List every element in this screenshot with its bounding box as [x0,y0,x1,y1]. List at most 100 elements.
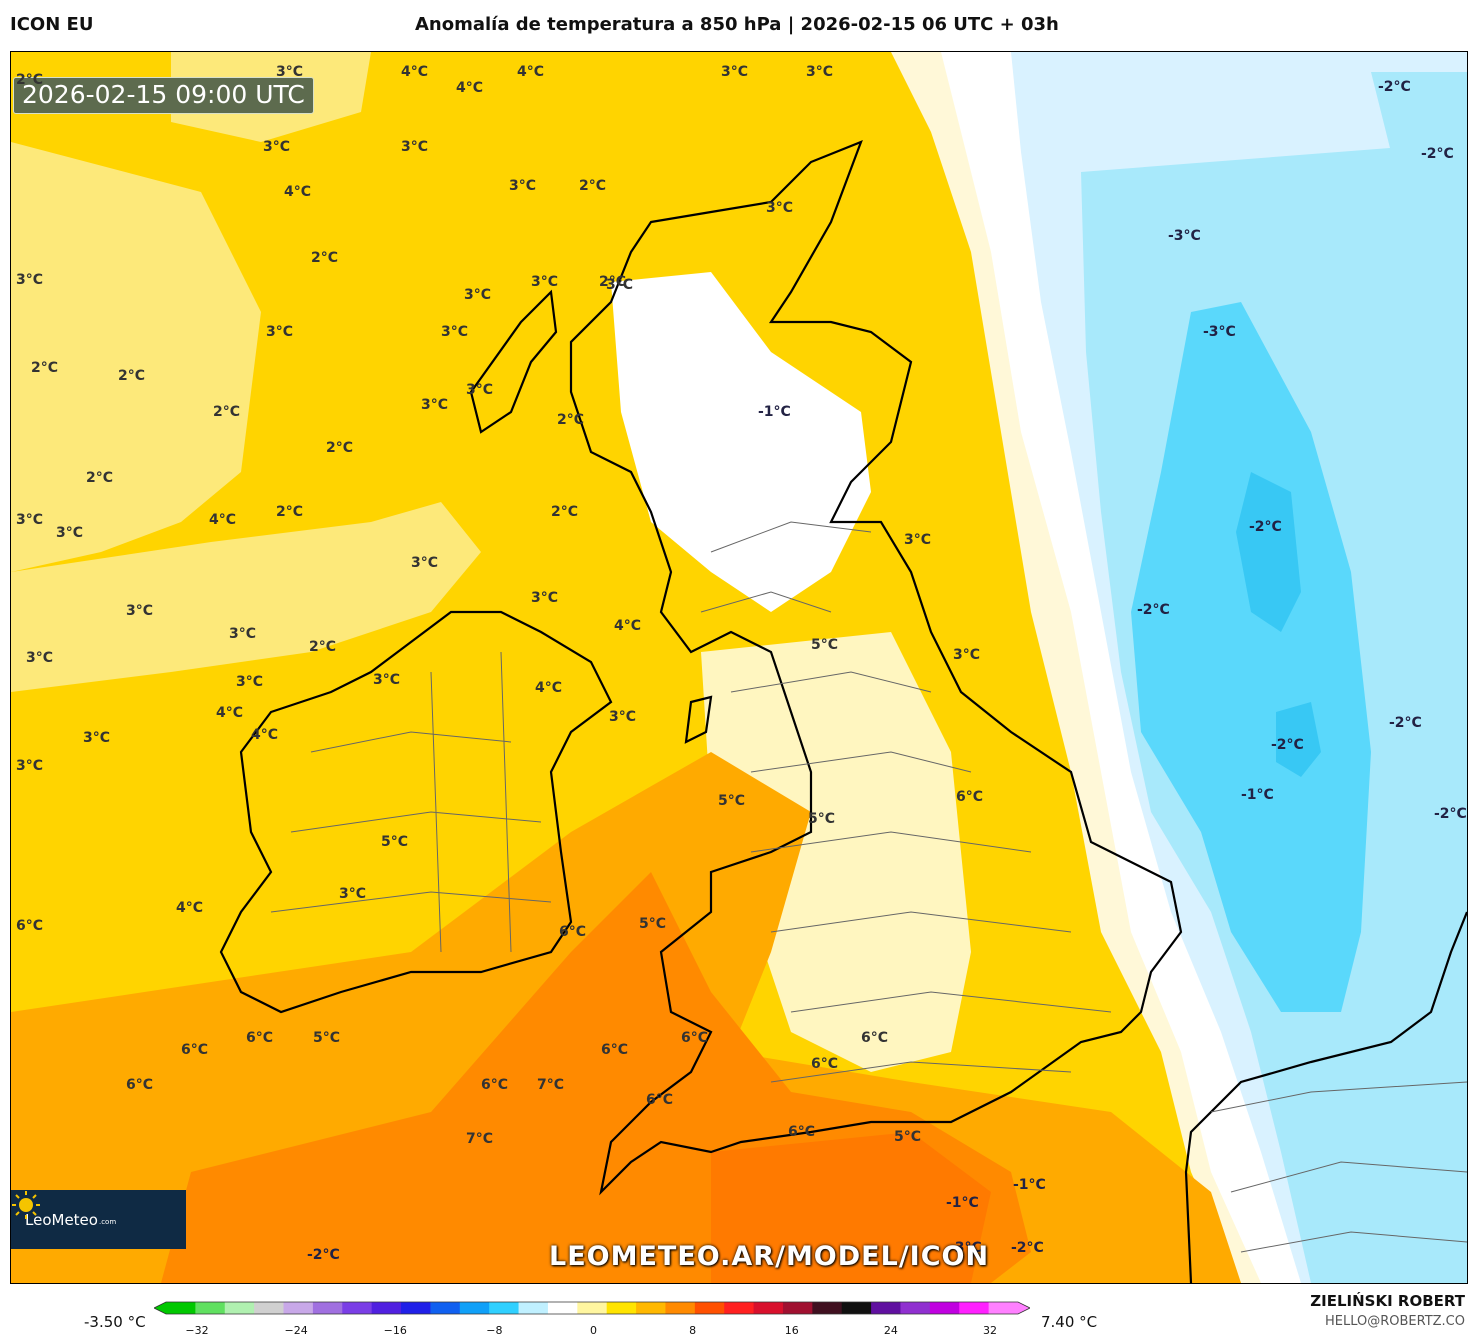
isle-of-man [684,695,713,744]
contour-label: 3°C [56,525,84,541]
contour-label: -2°C [1378,79,1411,95]
scale-min-arrow [154,1302,166,1314]
map-fields [11,52,1467,1283]
great-britain-coast [569,140,1183,1196]
watermark-url[interactable]: LEOMETEO.AR/MODEL/ICON [549,1241,990,1272]
admin-border-line [1210,1081,1467,1253]
contour-label: 3°C [766,200,794,216]
contour-label: 4°C [401,64,429,80]
contour-label: 6°C [811,1056,839,1072]
contour-label: 3°C [531,274,559,290]
contour-label: 3°C [401,139,429,155]
color-scale-swatch [489,1302,520,1314]
color-scale-swatch [166,1302,196,1314]
color-scale-swatch [518,1302,549,1314]
scale-tick-label: −16 [383,1324,407,1337]
color-scale-swatch [254,1302,285,1314]
color-scale-swatch [841,1302,872,1314]
scale-tick-label: −8 [486,1324,503,1337]
cold-deepest-1 [1236,472,1301,632]
chart-title: Anomalía de temperatura a 850 hPa | 2026… [415,14,1059,35]
light-warm-west [11,142,261,572]
outer-hebrides [469,289,558,434]
contour-label: 3°C [16,758,44,774]
model-name: ICON EU [10,14,94,35]
contour-label: 2°C [118,368,146,384]
color-scale-swatch [782,1302,813,1314]
scale-outline [154,1301,1030,1315]
color-scale-swatch [224,1302,255,1314]
color-scale-swatch [988,1302,1019,1314]
color-scale-swatch [577,1302,608,1314]
color-scale-swatch [812,1302,843,1314]
contour-label: 2°C [16,72,44,88]
contour-label: 3°C [236,674,264,690]
contour-label: 3°C [953,647,981,663]
color-scale-swatch [371,1302,402,1314]
contour-label: 3°C [263,139,291,155]
scotland-light [701,632,971,1072]
contour-label: 3°C [339,886,367,902]
contour-label: 6°C [861,1030,889,1046]
color-scale-swatch [694,1302,725,1314]
contour-label: -2°C [1249,519,1282,535]
contour-label: 4°C [251,727,279,743]
contour-label: -3°C [1168,228,1201,244]
scale-tick-label: −24 [284,1324,308,1337]
cold-deep-core [1131,302,1371,1012]
contour-label: 6°C [788,1124,816,1140]
contour-label: 2°C [213,404,241,420]
contour-label: -2°C [1434,806,1467,822]
contour-label: 4°C [456,80,484,96]
scale-max-arrow [1018,1302,1030,1314]
contour-label: 3°C [904,532,932,548]
contour-label: 5°C [313,1030,341,1046]
contour-label: 4°C [209,512,237,528]
contour-label: 2°C [551,504,579,520]
author-credit: ZIELIŃSKI ROBERT [1310,1292,1465,1310]
contour-label: 2°C [599,274,627,290]
color-scale-swatch [636,1302,666,1314]
admin-borders [270,521,1467,1253]
author-email[interactable]: HELLO@ROBERTZ.CO [1324,1314,1465,1329]
coastlines [219,140,1467,1283]
contour-label: 5°C [894,1129,922,1145]
contour-label: 3°C [466,382,494,398]
contour-label: 4°C [614,618,642,634]
contour-label: 6°C [481,1077,509,1093]
contour-label: 3°C [276,64,304,80]
contour-label: 2°C [309,639,337,655]
contour-label: 5°C [808,811,836,827]
color-scale-swatch [665,1302,696,1314]
contour-label: 2°C [86,470,114,486]
contour-label: 6°C [956,789,984,805]
color-scale-swatch [959,1302,990,1314]
contour-label: 4°C [284,184,312,200]
contour-label: 2°C [31,360,59,376]
legend-max-value: 7.40 °C [1041,1313,1098,1331]
color-scale-swatch [401,1302,431,1314]
contour-label: 3°C [609,709,637,725]
contour-label: 6°C [181,1042,209,1058]
admin-border-line [700,521,1112,1083]
color-scale-swatch [283,1302,314,1314]
contour-label: 6°C [246,1030,274,1046]
logo-suffix: .com [98,1217,117,1226]
cold-deepest-2 [1276,702,1321,777]
anomaly-map[interactable]: 2026-02-15 09:00 UTC 3°C 4°C 4°C 4°C 3°C 3°C 2… [10,51,1468,1284]
contour-label: 3°C [421,397,449,413]
admin-border-line [270,651,552,953]
color-scale-swatch [547,1302,578,1314]
ireland-coast [219,610,613,1014]
leometeo-logo[interactable]: LeoMeteo .com [11,1190,186,1249]
contour-label: 3°C [83,730,111,746]
color-scale-swatch [900,1302,931,1314]
contour-label: 4°C [535,680,563,696]
contour-label: 3°C [16,512,44,528]
color-scale-swatch [929,1302,960,1314]
color-scale-swatch [195,1302,226,1314]
contour-label: 4°C [216,705,244,721]
scale-tick-label: 32 [983,1324,997,1337]
contour-label: 2°C [311,250,339,266]
contour-label: -2°C [1421,146,1454,162]
